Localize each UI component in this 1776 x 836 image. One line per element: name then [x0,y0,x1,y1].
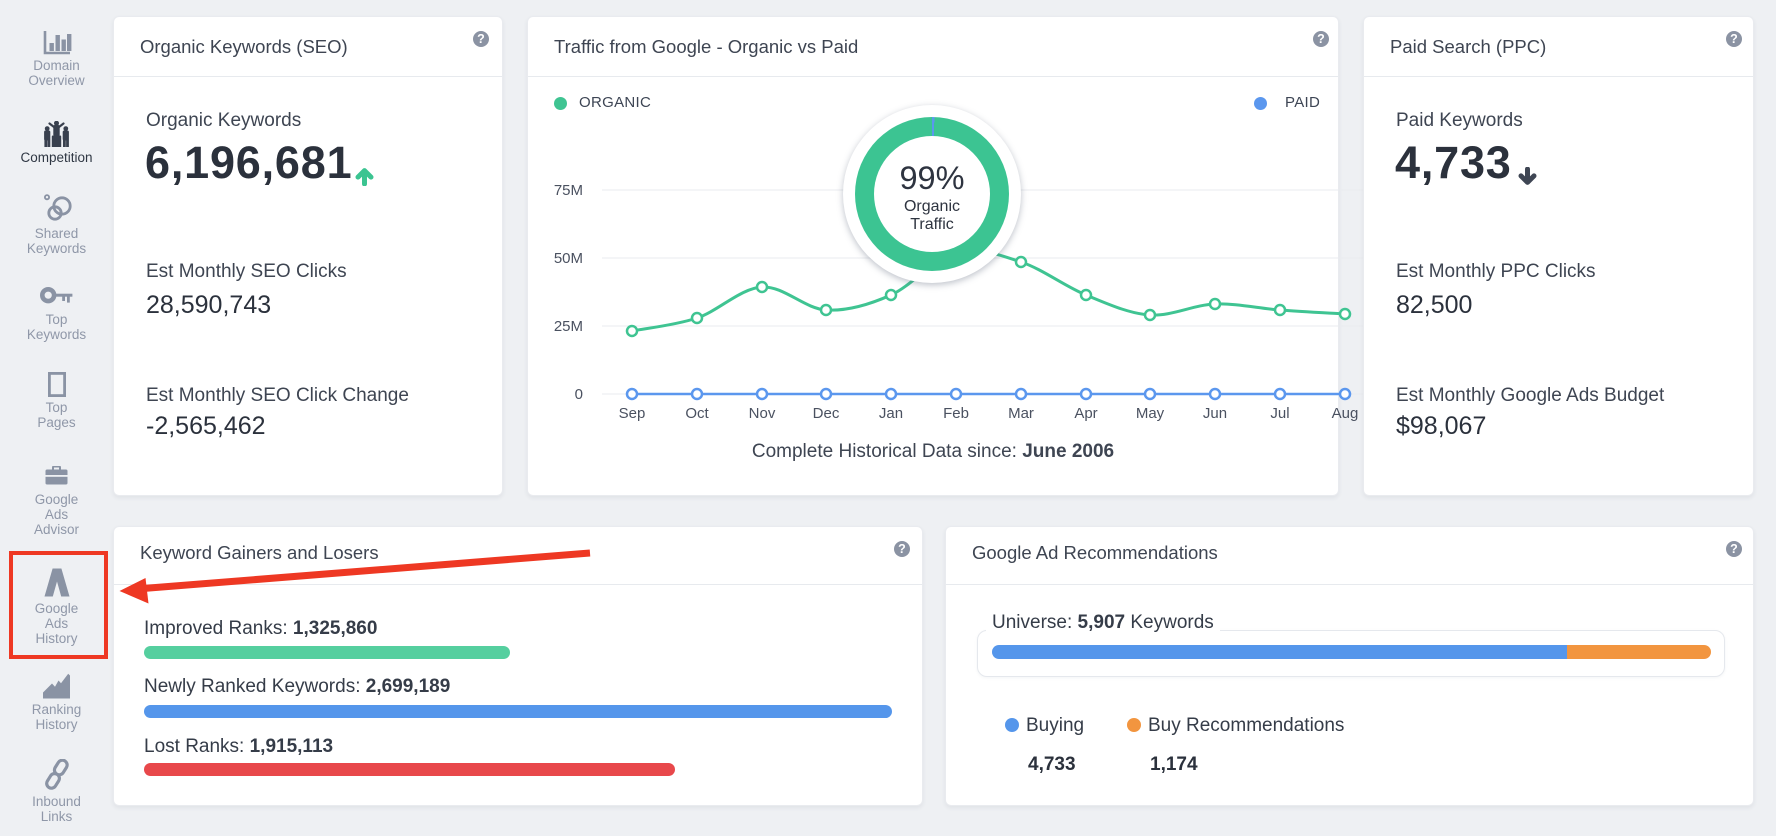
svg-text:0: 0 [575,386,583,403]
svg-text:Jan: Jan [879,405,903,422]
svg-text:Nov: Nov [749,405,776,422]
svg-text:25M: 25M [554,318,583,335]
svg-text:Jun: Jun [1203,405,1227,422]
svg-text:75M: 75M [554,182,583,199]
svg-text:Feb: Feb [943,405,969,422]
svg-text:Mar: Mar [1008,405,1034,422]
svg-text:50M: 50M [554,250,583,267]
svg-text:Aug: Aug [1332,405,1359,422]
svg-text:Dec: Dec [813,405,840,422]
svg-text:May: May [1136,405,1165,422]
svg-text:Jul: Jul [1270,405,1289,422]
svg-text:Oct: Oct [685,405,709,422]
svg-text:Apr: Apr [1074,405,1097,422]
svg-text:Sep: Sep [619,405,646,422]
